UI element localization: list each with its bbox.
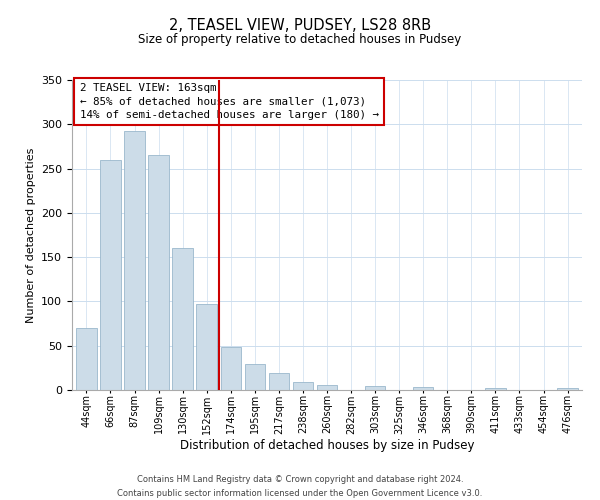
- Bar: [365, 386, 385, 390]
- Bar: [557, 388, 578, 390]
- Bar: [221, 346, 241, 390]
- Bar: [245, 364, 265, 390]
- Bar: [413, 388, 433, 390]
- Bar: [148, 156, 169, 390]
- Bar: [317, 384, 337, 390]
- Text: Size of property relative to detached houses in Pudsey: Size of property relative to detached ho…: [139, 32, 461, 46]
- Text: 2, TEASEL VIEW, PUDSEY, LS28 8RB: 2, TEASEL VIEW, PUDSEY, LS28 8RB: [169, 18, 431, 32]
- Bar: [76, 328, 97, 390]
- Bar: [269, 373, 289, 390]
- Y-axis label: Number of detached properties: Number of detached properties: [26, 148, 35, 322]
- Bar: [100, 160, 121, 390]
- Bar: [124, 132, 145, 390]
- Bar: [293, 382, 313, 390]
- Text: Contains HM Land Registry data © Crown copyright and database right 2024.
Contai: Contains HM Land Registry data © Crown c…: [118, 476, 482, 498]
- Bar: [172, 248, 193, 390]
- Text: 2 TEASEL VIEW: 163sqm
← 85% of detached houses are smaller (1,073)
14% of semi-d: 2 TEASEL VIEW: 163sqm ← 85% of detached …: [80, 83, 379, 120]
- Bar: [196, 304, 217, 390]
- Bar: [485, 388, 506, 390]
- X-axis label: Distribution of detached houses by size in Pudsey: Distribution of detached houses by size …: [180, 439, 474, 452]
